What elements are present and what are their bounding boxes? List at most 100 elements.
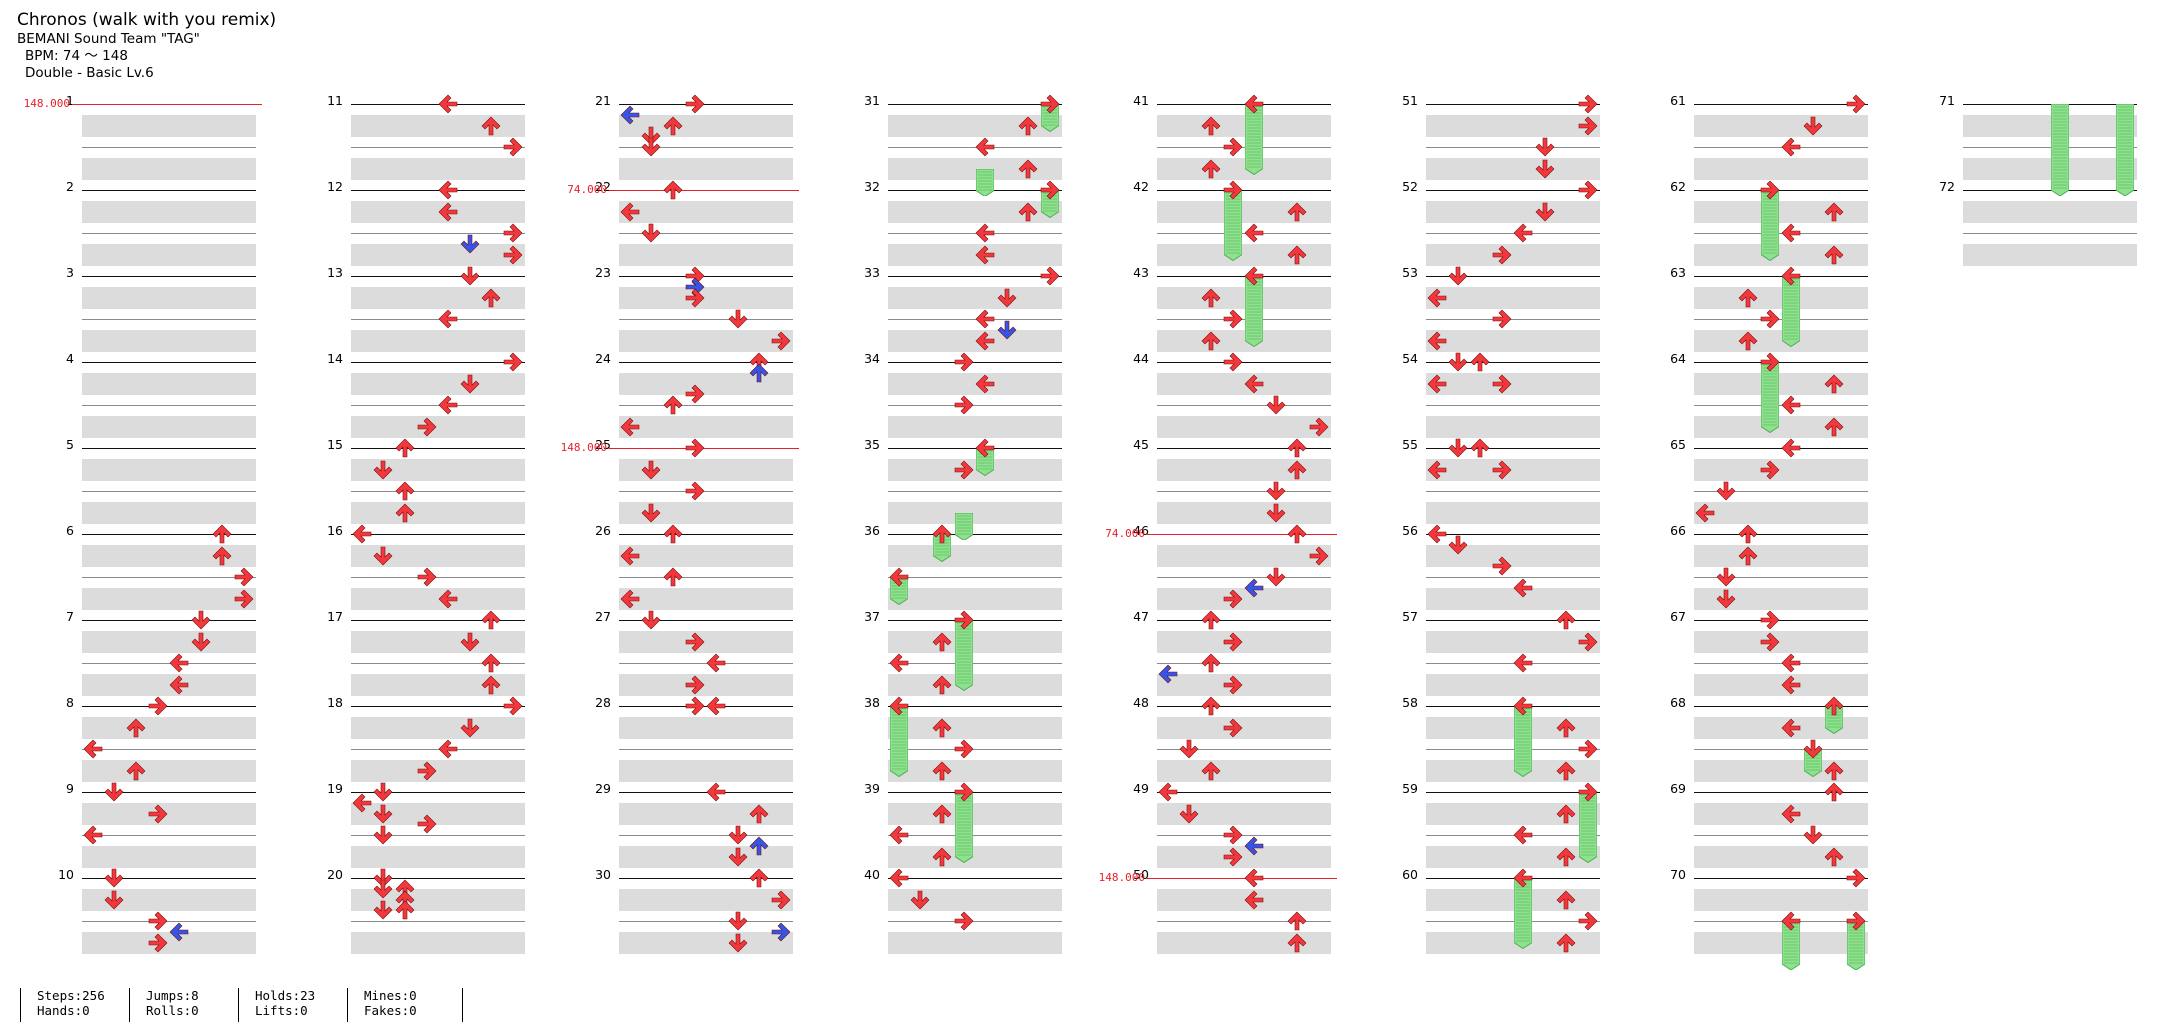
measure-stripe	[888, 329, 1062, 352]
measure-number: 52	[1402, 179, 1418, 194]
arrow-left-icon	[82, 824, 104, 846]
measure-stripe	[351, 114, 525, 137]
arrow-left-icon	[1512, 222, 1534, 244]
arrow-up-icon	[394, 899, 416, 921]
beat-line	[1694, 147, 1868, 148]
measure-number: 68	[1670, 695, 1686, 710]
arrow-down-icon	[372, 867, 394, 889]
measure-stripe	[1963, 157, 2137, 180]
beat-line	[619, 835, 793, 836]
measure-number: 56	[1402, 523, 1418, 538]
measure-stripe	[351, 759, 525, 782]
arrow-left-icon	[1157, 663, 1179, 685]
measure-stripe	[351, 243, 525, 266]
measure-stripe	[619, 329, 793, 352]
beat-line	[1157, 921, 1331, 922]
beat-line	[82, 577, 256, 578]
measure-stripe	[351, 888, 525, 911]
arrow-up-icon	[1555, 760, 1577, 782]
measure-35	[888, 448, 1062, 534]
arrow-up-icon	[480, 115, 502, 137]
arrow-up-icon	[1823, 416, 1845, 438]
beat-line	[1157, 233, 1331, 234]
hold-note	[2050, 103, 2070, 197]
measure-stripe	[1426, 114, 1600, 137]
measure-line	[1157, 706, 1331, 707]
arrow-up-icon	[480, 287, 502, 309]
measure-14	[351, 362, 525, 448]
arrow-left-icon	[437, 738, 459, 760]
measure-number: 46	[1133, 523, 1149, 538]
measure-stripe	[1694, 630, 1868, 653]
arrow-down-icon	[372, 803, 394, 825]
measure-stripe	[1694, 329, 1868, 352]
measure-30	[619, 878, 793, 964]
beat-line	[888, 663, 1062, 664]
beat-line	[82, 319, 256, 320]
arrow-up-icon	[931, 803, 953, 825]
stat-rolls: Rolls:0	[146, 1003, 199, 1018]
measure-stripe	[1426, 888, 1600, 911]
measure-stripe	[888, 716, 1062, 739]
arrow-up-icon	[480, 674, 502, 696]
arrow-right-icon	[953, 459, 975, 481]
measure-stripe	[619, 243, 793, 266]
measure-stripe	[351, 200, 525, 223]
measure-line	[888, 792, 1062, 793]
arrow-up-icon	[662, 115, 684, 137]
arrow-down-icon	[372, 824, 394, 846]
measure-42	[1157, 190, 1331, 276]
measure-stripe	[1694, 200, 1868, 223]
arrow-right-icon	[1577, 910, 1599, 932]
measure-stripe	[82, 544, 256, 567]
beat-line	[888, 233, 1062, 234]
measure-stripe	[1694, 458, 1868, 481]
arrow-left-icon	[1512, 652, 1534, 674]
arrow-down-icon	[640, 502, 662, 524]
arrow-left-icon	[1780, 136, 1802, 158]
arrow-up-icon	[1286, 437, 1308, 459]
beat-line	[351, 405, 525, 406]
arrow-right-icon	[953, 781, 975, 803]
measure-number: 37	[864, 609, 880, 624]
measure-line	[1426, 448, 1600, 449]
measure-stripe	[1426, 415, 1600, 438]
arrow-left-icon	[888, 566, 910, 588]
measure-stripe	[1426, 501, 1600, 524]
arrow-right-icon	[684, 480, 706, 502]
measure-stripe	[82, 802, 256, 825]
arrow-right-icon	[684, 276, 706, 298]
measure-line	[82, 534, 256, 535]
measure-line	[619, 534, 793, 535]
bpm-change-line	[72, 104, 262, 105]
arrow-up-icon	[1823, 201, 1845, 223]
measure-stripe	[1426, 587, 1600, 610]
arrow-left-icon	[1780, 437, 1802, 459]
measure-stripe	[1426, 243, 1600, 266]
bpm-change-label: 148.000	[23, 97, 70, 110]
measure-stripe	[888, 802, 1062, 825]
arrow-up-icon	[480, 652, 502, 674]
measure-line	[351, 362, 525, 363]
beat-line	[888, 749, 1062, 750]
measure-line	[1694, 362, 1868, 363]
measure-number: 70	[1670, 867, 1686, 882]
measure-40	[888, 878, 1062, 964]
measure-stripe	[1157, 802, 1331, 825]
measure-41	[1157, 104, 1331, 190]
measure-stripe	[82, 157, 256, 180]
measure-stripe	[619, 114, 793, 137]
measure-number: 43	[1133, 265, 1149, 280]
measure-stripe	[1963, 243, 2137, 266]
arrow-left-icon	[705, 695, 727, 717]
measure-line	[82, 706, 256, 707]
measure-65	[1694, 448, 1868, 534]
measure-31	[888, 104, 1062, 190]
measure-stripe	[888, 286, 1062, 309]
arrow-right-icon	[502, 351, 524, 373]
measure-number: 13	[327, 265, 343, 280]
arrow-up-icon	[1200, 609, 1222, 631]
measure-stripe	[619, 716, 793, 739]
measure-stripe	[1694, 415, 1868, 438]
measure-stripe	[82, 888, 256, 911]
